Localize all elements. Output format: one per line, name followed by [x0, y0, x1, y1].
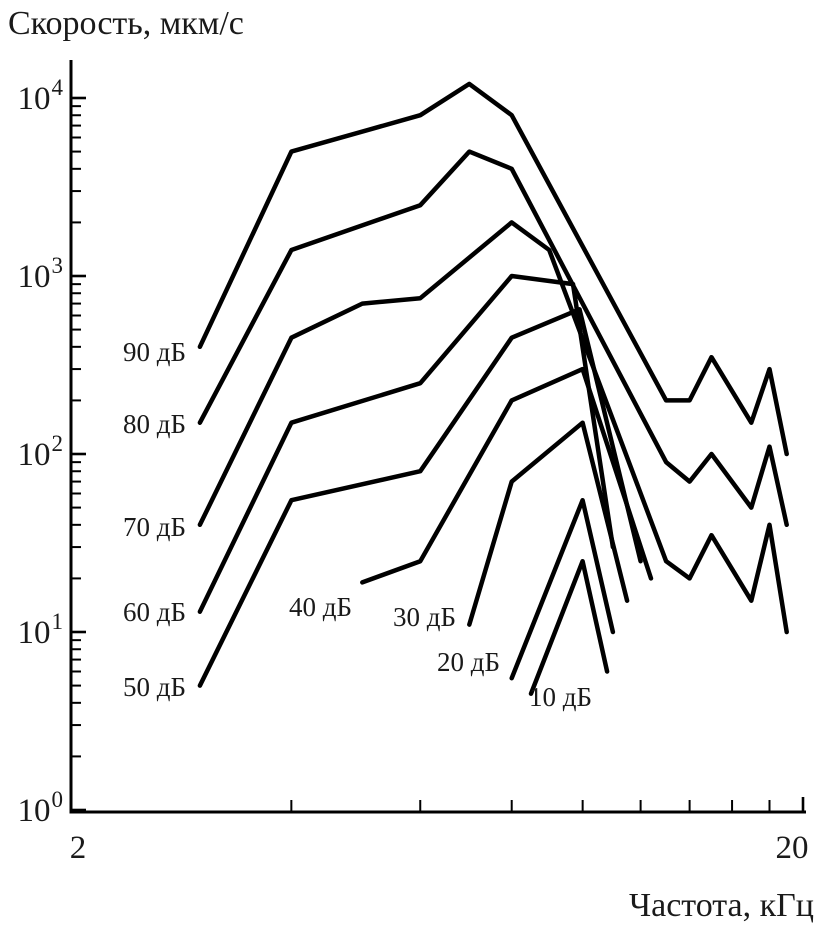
- curve-label-10-дб: 10 дБ: [529, 682, 592, 712]
- y-axis-title: Скорость, мкм/с: [8, 5, 244, 42]
- curve-label-50-дб: 50 дБ: [123, 672, 186, 702]
- curve-10-дб: [528, 558, 610, 696]
- y-tick-label-10e4: 104: [18, 75, 64, 117]
- curve-70-дб: [197, 220, 789, 635]
- y-tick-label-10e0: 100: [18, 787, 64, 829]
- curve-label-70-дб: 70 дБ: [123, 512, 186, 542]
- y-axis-tick-labels: 104 103 102 101 100: [18, 75, 64, 829]
- x-tick-label-2: 2: [70, 830, 87, 866]
- curve-label-40-дб: 40 дБ: [289, 592, 352, 622]
- curve-label-30-дб: 30 дБ: [393, 602, 456, 632]
- y-tick-label-10e1: 101: [18, 609, 64, 651]
- curve-labels: 90 дБ 80 дБ 70 дБ 60 дБ 50 дБ 40 дБ 30 дБ 20 дБ…: [123, 337, 592, 712]
- curve-label-60-дб: 60 дБ: [123, 597, 186, 627]
- curve-20-дб: [509, 497, 616, 681]
- x-tick-label-20: 20: [776, 830, 809, 866]
- curve-60-дб: [197, 273, 616, 614]
- curve-label-80-дб: 80 дБ: [123, 409, 186, 439]
- curves: [197, 81, 789, 696]
- x-axis-title: Частота, кГц: [629, 887, 814, 924]
- axis-lines: [69, 60, 806, 814]
- curve-50-дб: [197, 307, 643, 688]
- curve-40-дб: [360, 366, 654, 585]
- curve-30-дб: [467, 420, 630, 627]
- y-tick-label-10e3: 103: [18, 253, 64, 295]
- y-tick-label-10e2: 102: [18, 431, 64, 473]
- curve-label-90-дб: 90 дБ: [123, 337, 186, 367]
- curve-90-дб: [197, 81, 789, 457]
- curve-80-дб: [197, 149, 789, 528]
- axes: [69, 60, 806, 814]
- curve-label-20-дб: 20 дБ: [437, 647, 500, 677]
